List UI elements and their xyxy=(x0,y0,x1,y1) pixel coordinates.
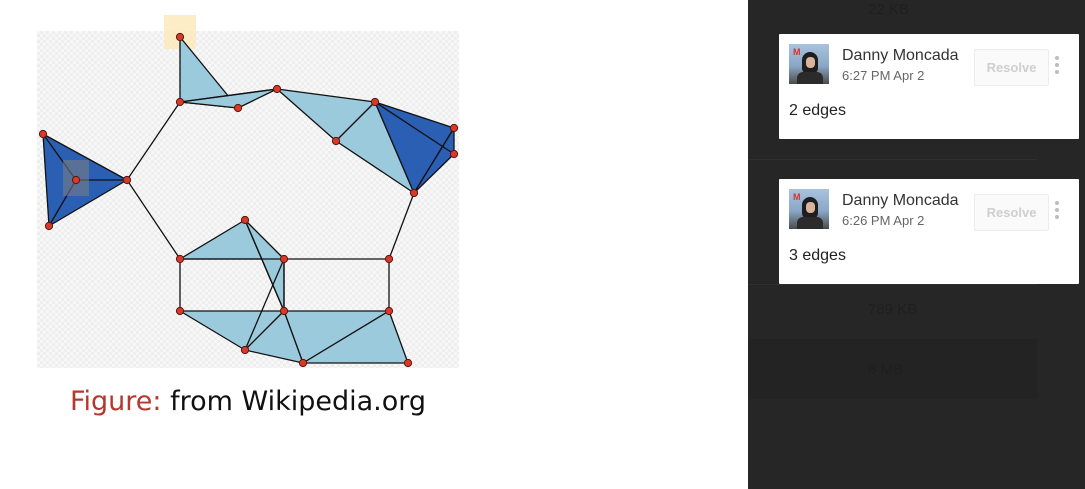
comment-author: Danny Moncada xyxy=(842,192,959,209)
figure-caption: Figure: from Wikipedia.org xyxy=(0,386,496,417)
file-size: 789 KB xyxy=(868,301,918,318)
avatar[interactable]: M xyxy=(789,44,829,84)
simplex-bottom-d xyxy=(244,310,304,364)
caption-label: Figure: xyxy=(69,386,162,417)
resolve-button[interactable]: Resolve xyxy=(974,194,1049,231)
comment-time: 6:26 PM Apr 2 xyxy=(842,213,925,228)
comment-author: Danny Moncada xyxy=(842,47,959,64)
row-divider xyxy=(748,284,1037,285)
comment-card: M Danny Moncada 6:27 PM Apr 2 Resolve 2 … xyxy=(779,34,1079,139)
file-size: 22 KB xyxy=(868,1,909,18)
row-divider xyxy=(748,159,1037,160)
simplex-bottom-c xyxy=(302,310,409,364)
comment-time: 6:27 PM Apr 2 xyxy=(842,68,925,83)
more-vert-icon[interactable] xyxy=(1053,56,1061,78)
comment-card: M Danny Moncada 6:26 PM Apr 2 Resolve 3 … xyxy=(779,179,1079,284)
figure-background xyxy=(37,31,459,368)
simplicial-complex-graph xyxy=(38,15,459,368)
file-size: 8 MB xyxy=(868,361,904,378)
comment-text: 3 edges xyxy=(789,247,846,264)
simplex-right-tetra-b xyxy=(413,127,455,194)
avatar[interactable]: M xyxy=(789,189,829,229)
resolve-button[interactable]: Resolve xyxy=(974,49,1049,86)
slide-canvas: Figure: from Wikipedia.org xyxy=(0,15,496,417)
comment-text: 2 edges xyxy=(789,102,846,119)
selected-file-row[interactable] xyxy=(748,339,1037,399)
more-vert-icon[interactable] xyxy=(1053,201,1061,223)
caption-text: from Wikipedia.org xyxy=(170,386,427,417)
